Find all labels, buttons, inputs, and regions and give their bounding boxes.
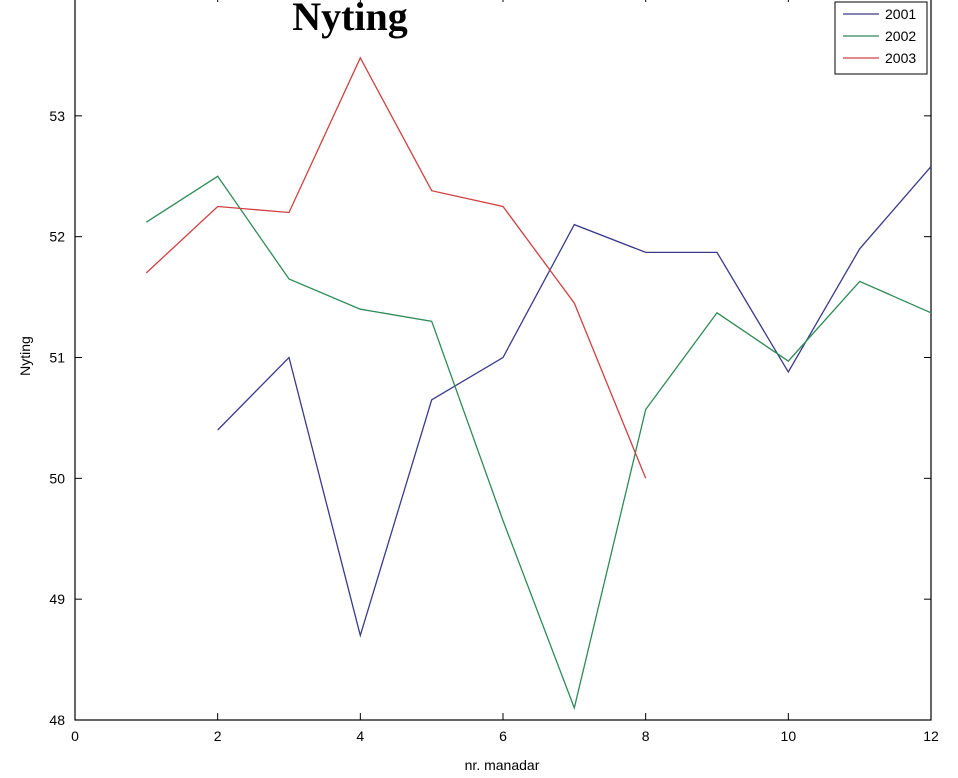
x-tick-label: 2 (214, 728, 222, 744)
y-axis-label: Nyting (17, 336, 33, 376)
series-line-2001 (217, 166, 932, 638)
legend-entry-label: 2003 (885, 50, 916, 66)
legend-entry-label: 2001 (885, 6, 916, 22)
x-tick-label: 6 (499, 728, 507, 744)
x-tick-label: 8 (642, 728, 650, 744)
x-axis-label: nr. manadar (465, 757, 540, 773)
x-tick-label: 12 (923, 728, 939, 744)
series-line-2002 (145, 175, 932, 711)
y-tick-label: 52 (49, 229, 65, 245)
legend-entry-label: 2002 (885, 28, 916, 44)
x-tick-label: 0 (71, 728, 79, 744)
series-line-2003 (145, 56, 647, 479)
y-tick-label: 53 (49, 108, 65, 124)
x-axis: 0 2 4 6 8 10 12 (71, 0, 939, 744)
plot-frame (74, 0, 932, 721)
y-axis: 48 49 50 51 52 53 (49, 108, 931, 728)
y-tick-label: 49 (49, 591, 65, 607)
series-lines (145, 56, 932, 711)
legend: 2001 2002 2003 (834, 1, 928, 75)
y-tick-label: 51 (49, 350, 65, 366)
x-tick-label: 4 (356, 728, 364, 744)
x-tick-label: 10 (781, 728, 797, 744)
y-tick-label: 50 (49, 470, 65, 486)
chart-title: Nyting (292, 0, 408, 39)
y-tick-label: 48 (49, 712, 65, 728)
